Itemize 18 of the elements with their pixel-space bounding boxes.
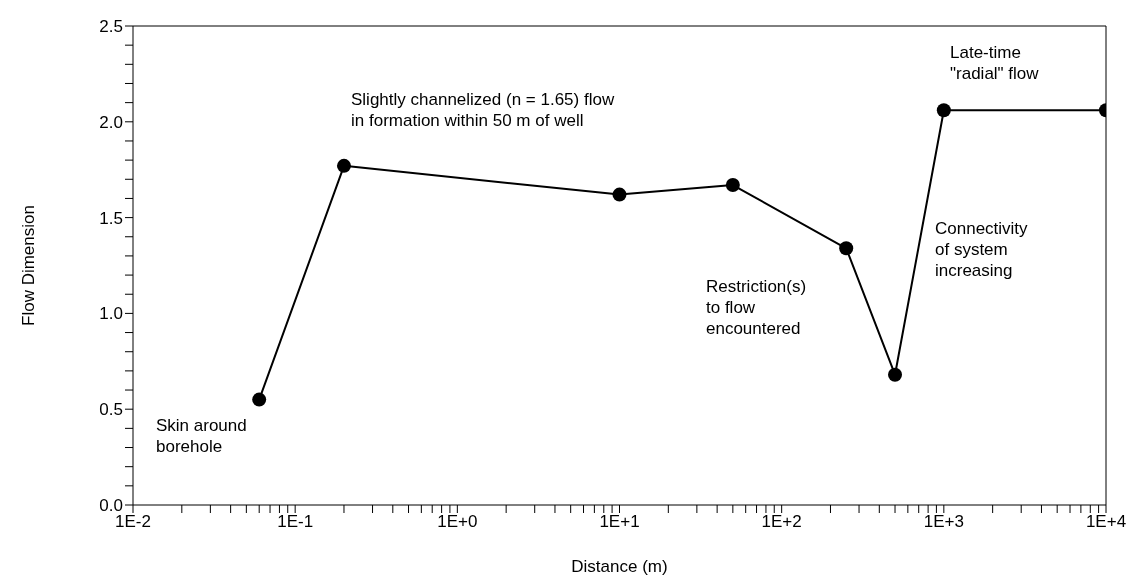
y-tick-label: 2.5: [99, 17, 123, 37]
x-tick-label: 1E+0: [437, 512, 478, 532]
annotation: Slightly channelized (n = 1.65) flow in formation within 50 m of well: [351, 89, 615, 131]
x-tick-label: 1E+1: [599, 512, 640, 532]
x-tick-label: 1E+3: [923, 512, 964, 532]
x-axis-title: Distance (m): [571, 557, 668, 576]
annotation: Late-time "radial" flow: [950, 42, 1039, 84]
x-tick-label: 1E+2: [761, 512, 802, 532]
x-tick-label: 1E-1: [277, 512, 314, 532]
y-tick-label: 1.0: [99, 304, 123, 324]
y-axis-title: Flow Dimension: [19, 205, 39, 326]
y-tick-label: 1.5: [99, 208, 123, 228]
y-tick-label: 2.0: [99, 112, 123, 132]
annotation: Connectivity of system increasing: [935, 218, 1028, 281]
annotation: Restriction(s) to flow encountered: [706, 276, 807, 339]
y-tick-label: 0.5: [99, 400, 123, 420]
annotation: Skin around borehole: [156, 415, 247, 457]
x-tick-label: 1E+4: [1085, 512, 1127, 532]
